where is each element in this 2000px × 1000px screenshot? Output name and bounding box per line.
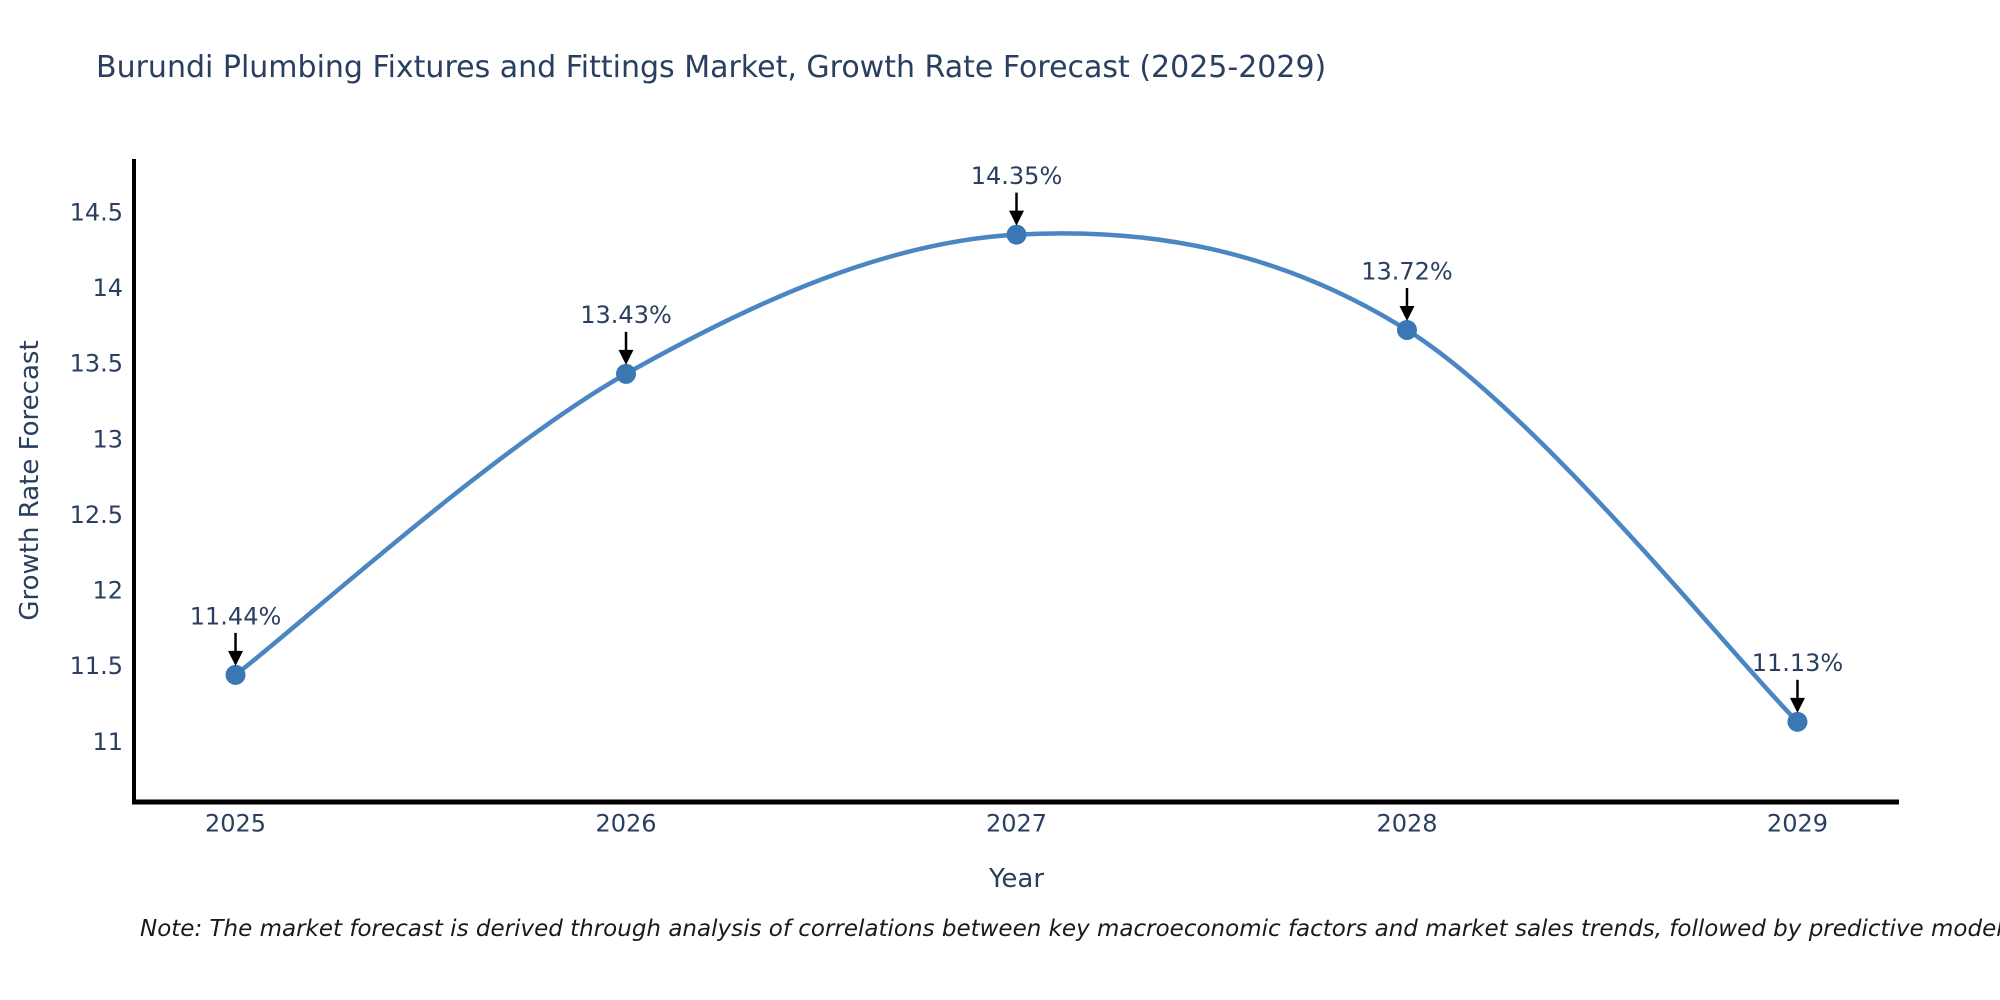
- growth-trend-line: [234, 231, 1800, 724]
- y-tick-label: 14: [92, 274, 123, 302]
- annotation-arrow-head: [1009, 210, 1024, 226]
- x-tick-label: 2025: [205, 809, 266, 837]
- annotation-arrow-head: [618, 349, 634, 365]
- annotation-label: 11.13%: [1752, 649, 1844, 677]
- x-tick-label: 2029: [1767, 809, 1828, 837]
- footnote-text: Note: The market forecast is derived thr…: [140, 916, 2000, 942]
- annotation-label: 14.35%: [971, 162, 1063, 190]
- y-tick-label: 13.5: [70, 350, 123, 378]
- annotation-arrow-head: [228, 650, 244, 666]
- data-point-marker: [616, 363, 637, 384]
- annotation-arrow-head: [1399, 305, 1415, 321]
- x-axis-title: Year: [988, 864, 1044, 894]
- x-tick-label: 2027: [986, 809, 1047, 837]
- chart-title: Burundi Plumbing Fixtures and Fittings M…: [96, 50, 1327, 85]
- y-axis-title: Growth Rate Forecast: [15, 340, 45, 620]
- x-tick-label: 2026: [595, 809, 656, 837]
- data-point-marker: [1396, 319, 1417, 340]
- data-point-marker: [1006, 224, 1027, 245]
- y-tick-label: 13: [92, 425, 123, 453]
- x-tick-label: 2028: [1376, 809, 1437, 837]
- annotation-label: 11.44%: [190, 602, 282, 630]
- annotation-arrow-head: [1789, 697, 1805, 713]
- annotation-label: 13.72%: [1361, 257, 1453, 285]
- y-tick-label: 12: [92, 577, 123, 605]
- y-tick-label: 14.5: [70, 198, 123, 226]
- y-tick-label: 11: [92, 728, 123, 756]
- annotation-label: 13.43%: [580, 301, 672, 329]
- y-tick-label: 11.5: [70, 652, 123, 680]
- y-tick-label: 12.5: [70, 501, 123, 529]
- data-point-marker: [225, 664, 246, 685]
- data-point-marker: [1787, 711, 1808, 732]
